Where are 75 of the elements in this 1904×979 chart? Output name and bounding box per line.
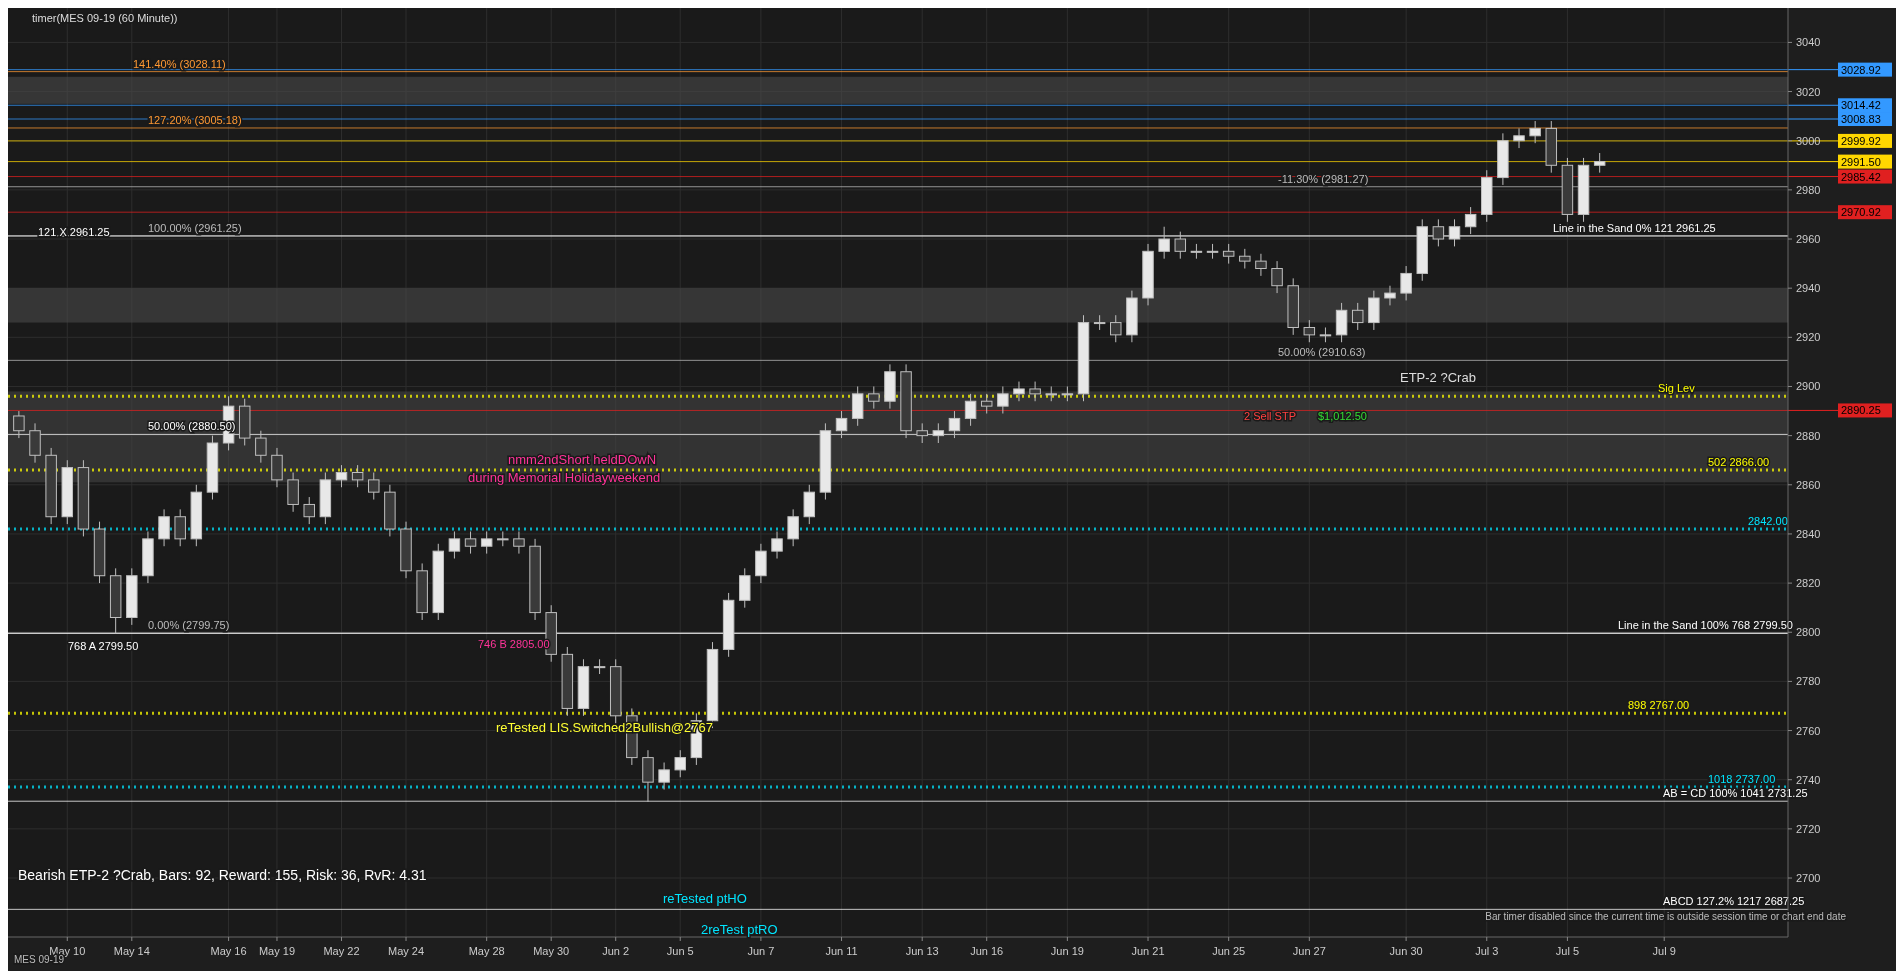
x-tick-label: Jun 16 xyxy=(970,945,1004,957)
ref-line-label: Sig Lev xyxy=(1658,382,1696,395)
x-tick-label: Jul 9 xyxy=(1652,945,1676,957)
ref-line-label: 898 2767.00 xyxy=(1628,699,1690,712)
ref-line-label: 2842.00 xyxy=(1748,515,1788,528)
y-tick-label: 2780 xyxy=(1796,675,1821,688)
y-tick-label: 2940 xyxy=(1796,282,1821,295)
x-tick-label: Jun 25 xyxy=(1212,945,1246,957)
ref-line-label: 2890.25 xyxy=(1841,404,1881,417)
annotation: ETP-2 ?Crab xyxy=(1400,370,1476,385)
ref-line-label: 141.40% (3028.11) xyxy=(133,57,226,70)
annotation: 768 A 2799.50 xyxy=(68,640,139,652)
annotation: 746 B 2805.00 xyxy=(478,638,550,650)
annotation: Bearish ETP-2 ?Crab, Bars: 92, Reward: 155, Risk: 36, RvR: 4.31 xyxy=(18,867,427,883)
y-tick-label: 2700 xyxy=(1796,872,1821,885)
text: MES 09-19 xyxy=(14,954,65,965)
y-tick-label: 2840 xyxy=(1796,527,1821,540)
annotation: 2 Sell STP xyxy=(1244,410,1296,422)
x-tick-label: Jun 27 xyxy=(1292,945,1326,957)
ref-line-label: 3014.42 xyxy=(1841,99,1881,112)
y-tick-label: 2720 xyxy=(1796,822,1821,835)
x-tick-label: May 14 xyxy=(113,945,150,957)
ref-line-label: 2985.42 xyxy=(1841,170,1881,183)
x-tick-label: May 19 xyxy=(258,945,296,957)
y-tick-label: 2860 xyxy=(1796,478,1821,491)
ref-line-label: AB = CD 100% 1041 2731.25 xyxy=(1663,787,1808,800)
y-tick-label: 2740 xyxy=(1796,773,1821,786)
x-tick-label: Jun 21 xyxy=(1131,945,1165,957)
x-tick-label: Jun 5 xyxy=(666,945,694,957)
ref-line-label: 50.00% (2910.63) xyxy=(1278,346,1366,359)
ref-line-label: 1018 2737.00 xyxy=(1708,773,1776,786)
ref-line-label: 2991.50 xyxy=(1841,155,1881,168)
x-tick-label: May 22 xyxy=(323,945,360,957)
x-tick-label: May 24 xyxy=(387,945,425,957)
y-tick-label: 2880 xyxy=(1796,429,1821,442)
annotation: timer(MES 09-19 (60 Minute)) xyxy=(32,12,178,24)
x-tick-label: Jul 5 xyxy=(1555,945,1580,957)
x-tick-label: May 30 xyxy=(533,945,570,957)
y-tick-label: 2800 xyxy=(1796,626,1821,639)
annotation: 2reTest ptRO xyxy=(701,922,778,937)
annotation: nmm2ndShort heldDOwN xyxy=(508,452,657,467)
x-tick-label: Jun 7 xyxy=(747,945,775,957)
ref-line-label: ABCD 127.2% 1217 2687.25 xyxy=(1663,895,1805,908)
y-tick-label: 2900 xyxy=(1796,380,1821,393)
y-tick-label: 2980 xyxy=(1796,183,1821,196)
x-tick-label: May 10 xyxy=(49,945,86,957)
x-tick-label: May 28 xyxy=(468,945,505,957)
x-tick-label: Jul 3 xyxy=(1475,945,1499,957)
y-tick-label: 2820 xyxy=(1796,577,1821,590)
x-tick-label: May 16 xyxy=(210,945,247,957)
ref-line-label: 2999.92 xyxy=(1841,134,1881,147)
x-tick-label: Jun 13 xyxy=(905,945,939,957)
ref-line-label: 502 2866.00 xyxy=(1708,456,1770,469)
y-tick-label: 3020 xyxy=(1796,85,1821,98)
y-tick-label: 3040 xyxy=(1796,36,1821,49)
annotation: $1,012.50 xyxy=(1318,410,1367,422)
y-tick-label: 2760 xyxy=(1796,724,1821,737)
annotation: Bar timer disabled since the current time is outside session time or chart end date xyxy=(1485,911,1847,922)
x-tick-label: Jun 11 xyxy=(825,945,858,957)
ref-line-label: 127.20% (3005.18) xyxy=(148,113,242,126)
y-tick-label: 2960 xyxy=(1796,233,1821,246)
ref-line-label: 100.00% (2961.25) xyxy=(148,221,242,234)
annotation: during Memorial Holidayweekend xyxy=(468,470,661,485)
annotation: reTested ptHO xyxy=(663,891,747,906)
annotation: 121 X 2961.25 xyxy=(38,226,110,238)
ref-line-label: 0.00% (2799.75) xyxy=(148,618,230,631)
ref-line-label: Line in the Sand 0% 121 2961.25 xyxy=(1553,221,1716,234)
ref-line-label: 2970.92 xyxy=(1841,206,1881,219)
ref-line-label: 3008.83 xyxy=(1841,113,1881,126)
x-tick-label: Jun 30 xyxy=(1389,945,1423,957)
x-tick-label: Jun 19 xyxy=(1050,945,1084,957)
ref-line-label: 3028.92 xyxy=(1841,63,1881,76)
x-tick-label: Jun 2 xyxy=(602,945,630,957)
ref-line-label: Line in the Sand 100% 768 2799.50 xyxy=(1618,619,1793,632)
y-tick-label: 2920 xyxy=(1796,331,1821,344)
